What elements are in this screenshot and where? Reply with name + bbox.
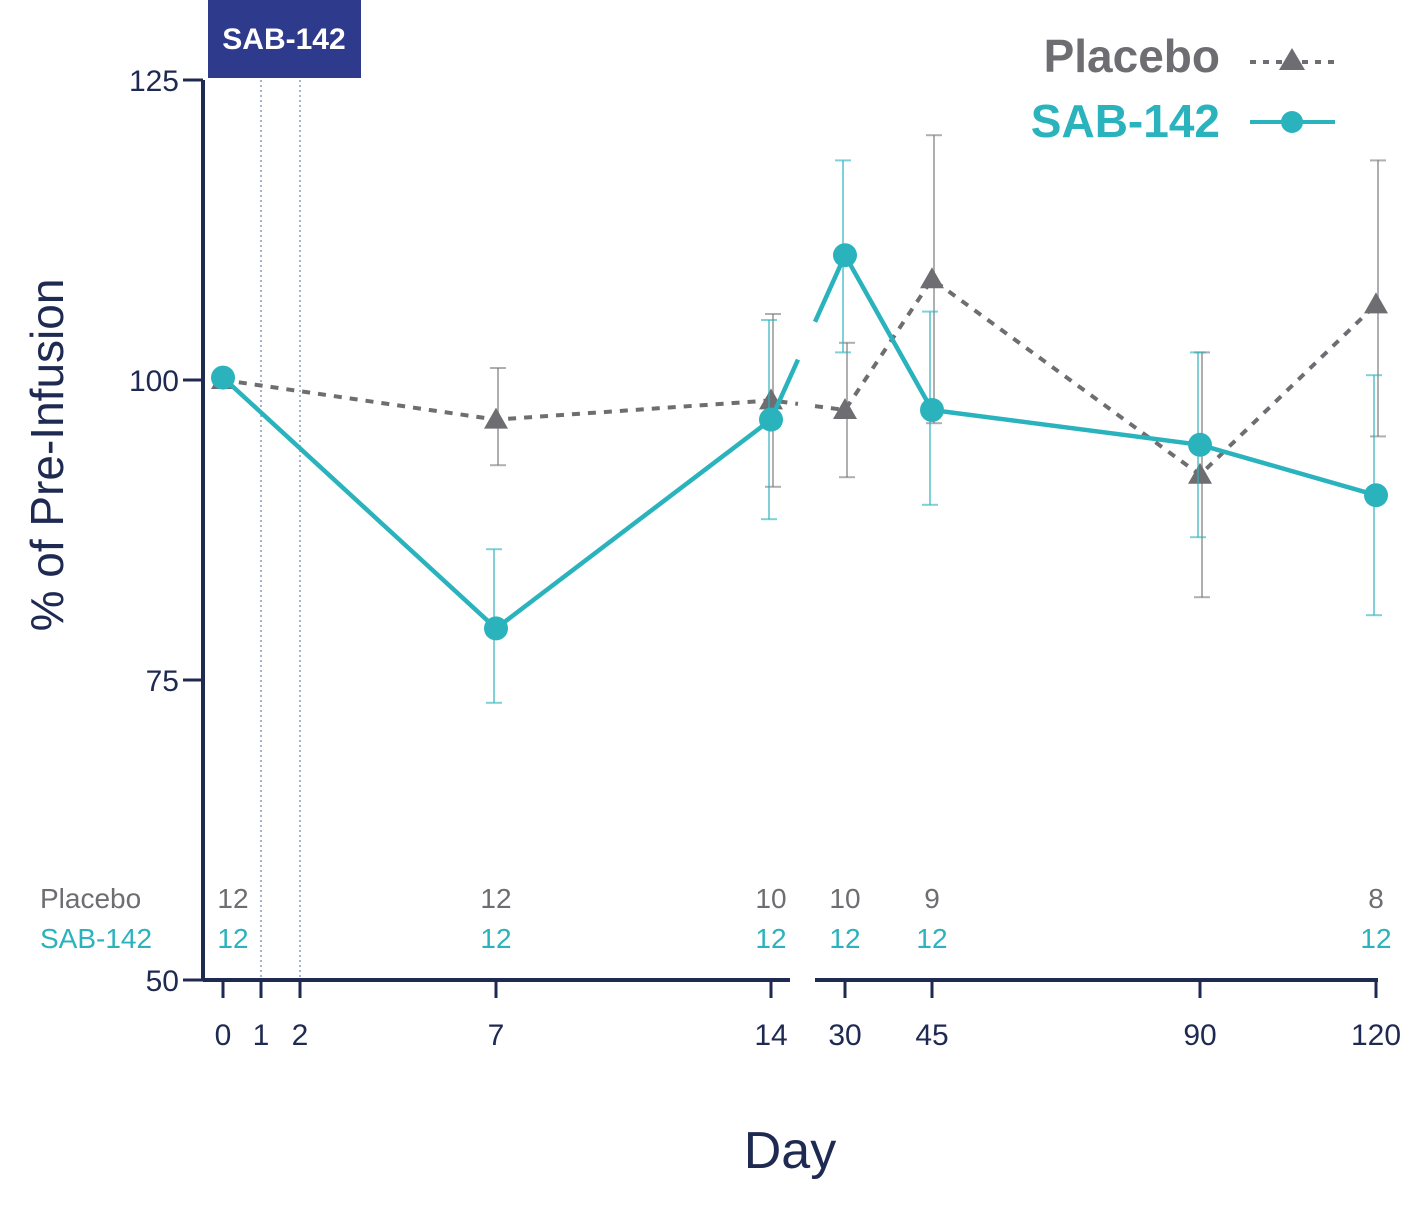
data-point-placebo [1364,292,1388,314]
x-tick-label: 14 [754,1019,787,1052]
y-axis-title: % of Pre-Infusion [21,279,73,632]
n-count: 12 [1360,923,1391,954]
data-point-sab142 [484,616,508,641]
x-tick-label: 2 [292,1019,309,1052]
n-count: 12 [480,883,511,914]
data-point-placebo [833,398,857,419]
series-line-sab142 [812,250,1377,498]
data-point-placebo [484,407,508,429]
n-count: 10 [829,883,860,914]
x-tick-label: 30 [828,1019,861,1052]
y-tick-label: 75 [146,665,179,698]
y-tick-label: 125 [129,65,179,98]
n-count: 12 [217,883,248,914]
legend-marker-sab142 [1281,111,1303,133]
legend: Placebo SAB-142 [1031,30,1335,147]
x-axis-title: Day [744,1122,836,1180]
legend-label-sab142: SAB-142 [1031,95,1220,147]
y-tick-label: 100 [129,365,179,398]
data-point-sab142 [211,365,235,390]
n-count: 12 [755,923,786,954]
legend-label-placebo: Placebo [1044,30,1220,82]
data-point-placebo [920,267,944,289]
n-row-label: SAB-142 [40,923,152,954]
n-count: 12 [829,923,860,954]
series-line-placebo [222,378,799,422]
y-tick-label: 50 [146,965,179,998]
x-tick-label: 1 [253,1019,270,1052]
data-point-sab142 [759,407,783,432]
n-count: 12 [916,923,947,954]
data-point-sab142 [833,243,857,268]
n-count: 8 [1368,883,1384,914]
n-count: 10 [755,883,786,914]
series-line-sab142 [221,358,801,632]
data-point-sab142 [920,398,944,422]
n-row-label: Placebo [40,883,141,914]
x-tick-label: 0 [215,1019,232,1052]
legend-marker-placebo [1279,48,1305,70]
data-point-sab142 [1364,483,1388,508]
series-line-placebo [814,276,1378,478]
x-tick-label: 7 [488,1019,505,1052]
dosing-box-label: SAB-142 [222,23,345,56]
n-count: 12 [480,923,511,954]
data-point-placebo [1188,462,1212,484]
n-count: 9 [924,883,940,914]
x-tick-label: 120 [1351,1019,1401,1052]
n-count: 12 [217,923,248,954]
x-tick-label: 45 [915,1019,948,1052]
dosing-box [208,0,361,78]
x-tick-label: 90 [1183,1019,1216,1052]
data-point-sab142 [1188,432,1212,457]
